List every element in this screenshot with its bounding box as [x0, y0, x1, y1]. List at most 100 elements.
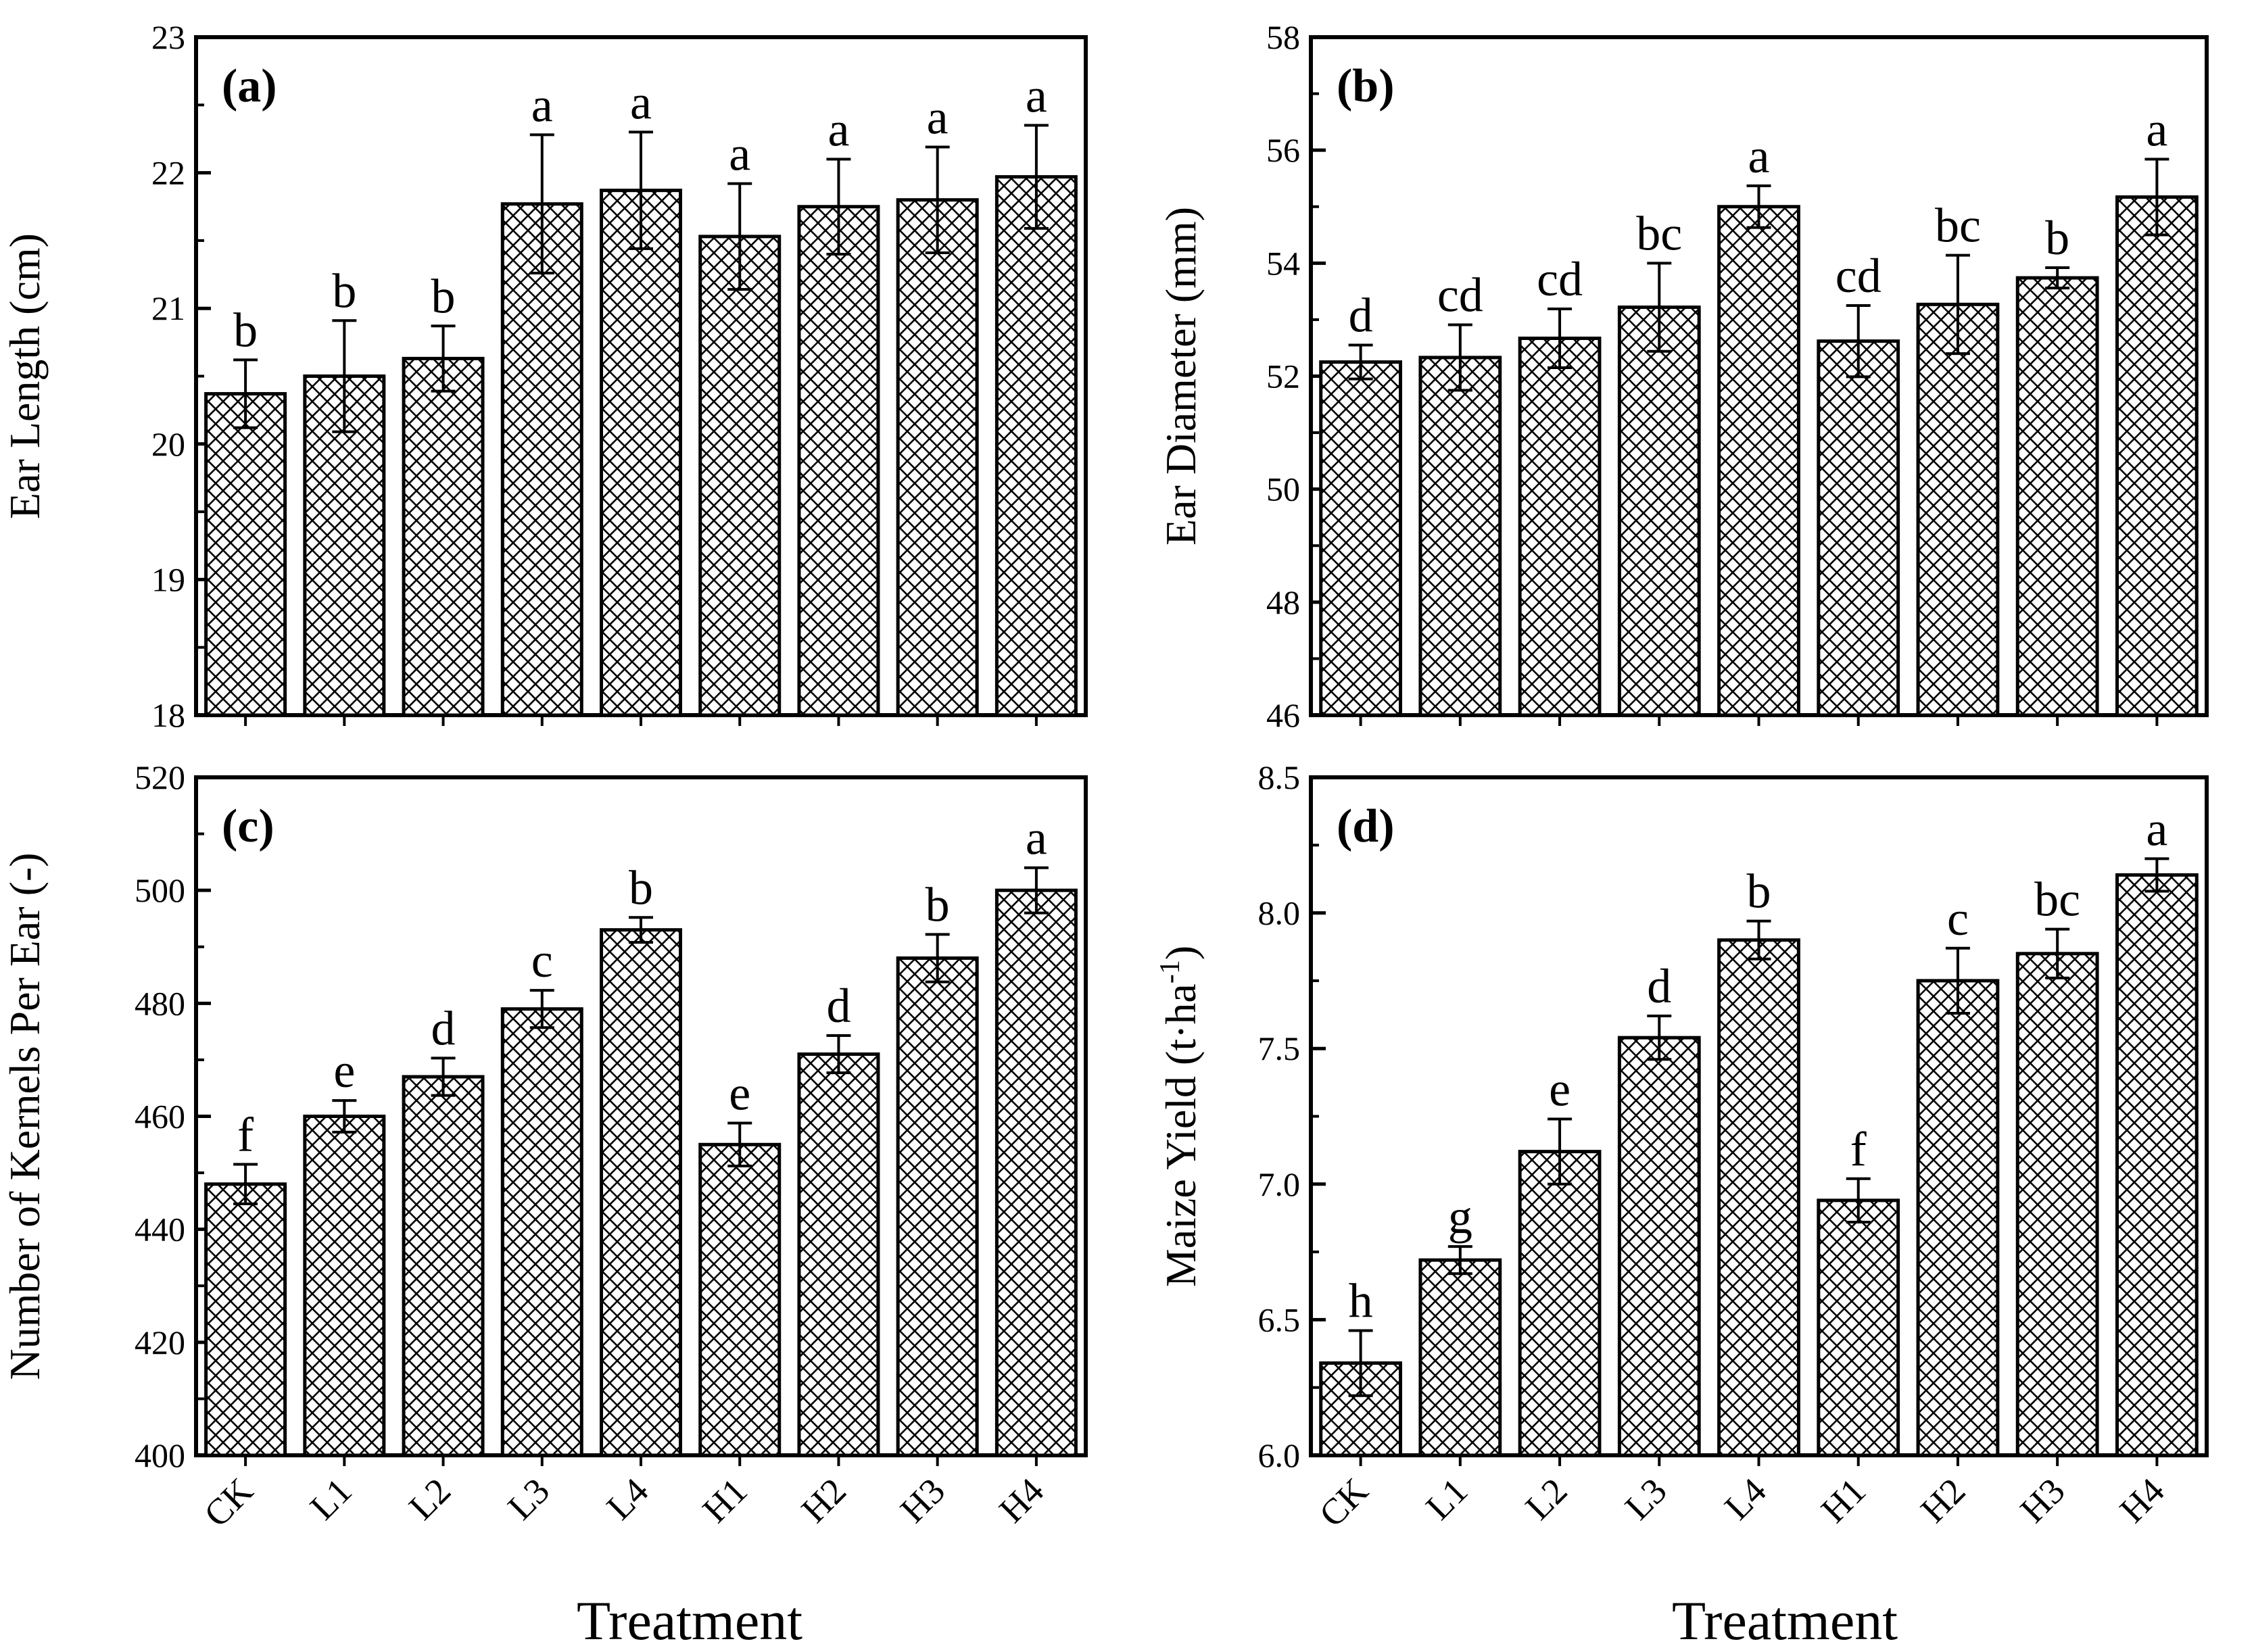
bar: [1617, 306, 1701, 717]
significance-letter: bc: [1935, 199, 1981, 253]
bar: [994, 175, 1078, 717]
x-category-label: CK: [1312, 1470, 1376, 1534]
x-category-label: L4: [1717, 1470, 1774, 1528]
bar: [402, 356, 485, 717]
significance-letter: b: [926, 877, 950, 931]
significance-letter: a: [1026, 68, 1047, 122]
y-tick-label: 21: [151, 289, 185, 327]
y-tick-label: 48: [1266, 583, 1300, 621]
significance-letter: d: [431, 1001, 456, 1055]
significance-letter: b: [1747, 865, 1771, 919]
panel-c-kernels-per-ear: 400 420 440 460 480 500 520 Number of Kernels P…: [1, 758, 1088, 1535]
significance-letter: b: [629, 860, 653, 915]
x-category-label: CK: [196, 1470, 260, 1534]
significance-letter: b: [2045, 211, 2069, 265]
bar: [1518, 1150, 1602, 1457]
x-category-label: L2: [401, 1470, 458, 1528]
significance-letter: e: [1549, 1063, 1570, 1117]
x-axis-title-left: Treatment: [577, 1590, 802, 1651]
significance-letter: e: [333, 1044, 355, 1098]
y-tick-label: 46: [1266, 696, 1300, 734]
bar: [1418, 356, 1502, 717]
bar: [797, 1052, 880, 1457]
bar: [1817, 1198, 1900, 1457]
y-tick-label: 18: [151, 696, 185, 734]
significance-letter: a: [729, 127, 750, 181]
bar: [1916, 302, 2000, 717]
y-tick-label: 8.0: [1258, 894, 1301, 932]
bar: [402, 1075, 485, 1457]
x-category-label: H4: [2112, 1470, 2172, 1530]
x-category-label: L1: [1418, 1470, 1475, 1528]
y-axis-title: Ear Diameter (mm): [1157, 207, 1205, 545]
bar: [1916, 979, 2000, 1457]
significance-letter: cd: [1836, 249, 1881, 303]
significance-letter: d: [1647, 959, 1671, 1013]
y-tick-label: 520: [135, 758, 185, 796]
significance-letter: a: [1748, 129, 1770, 183]
significance-letter: a: [1026, 811, 1047, 865]
y-tick-label: 50: [1266, 470, 1300, 508]
bar: [994, 888, 1078, 1457]
x-category-label: L2: [1518, 1470, 1575, 1528]
y-tick-label: 400: [135, 1436, 185, 1474]
y-tick-label: 56: [1266, 131, 1300, 169]
panel-a-ear-length: 18 19 20 21 22 23 Ear Length (cm) (a) b b b a a a a a a: [1, 18, 1088, 734]
y-tick-label: 8.5: [1258, 758, 1301, 796]
significance-letter: h: [1349, 1273, 1373, 1328]
x-category-label: L4: [599, 1470, 656, 1528]
y-tick-label: 500: [135, 871, 185, 909]
y-tick-label: 23: [151, 18, 185, 56]
significance-letter: e: [729, 1067, 750, 1121]
bar: [600, 928, 682, 1457]
significance-letter: a: [531, 78, 553, 132]
significance-letter: a: [828, 103, 849, 157]
significance-letter: d: [1349, 289, 1373, 343]
x-category-label: L3: [1617, 1470, 1675, 1528]
significance-letter: b: [233, 303, 258, 357]
bar: [1817, 339, 1900, 717]
y-tick-label: 20: [151, 425, 185, 463]
significance-letter: a: [2146, 103, 2167, 157]
bar: [303, 1115, 386, 1457]
bar: [2015, 276, 2099, 717]
y-tick-label: 22: [151, 154, 185, 192]
bar: [2115, 195, 2199, 717]
y-tick-label: 6.0: [1258, 1436, 1301, 1474]
x-category-label: H2: [1913, 1470, 1973, 1530]
y-tick-label: 58: [1266, 18, 1300, 56]
bar: [204, 392, 287, 717]
x-category-label: L3: [500, 1470, 557, 1528]
y-tick-label: 52: [1266, 358, 1300, 395]
x-category-label: H1: [1813, 1470, 1873, 1530]
bar: [698, 235, 782, 717]
bar: [1418, 1258, 1502, 1457]
bar: [1717, 938, 1800, 1457]
significance-letter: bc: [1636, 206, 1682, 260]
y-axis-title-superscript: -1: [1155, 960, 1186, 983]
significance-letter: cd: [1437, 268, 1483, 322]
x-category-label: L1: [302, 1470, 360, 1528]
bar: [698, 1142, 782, 1457]
significance-letter: f: [237, 1108, 254, 1162]
y-tick-label: 480: [135, 984, 185, 1022]
y-tick-label: 460: [135, 1098, 185, 1136]
x-category-label: H1: [695, 1470, 755, 1530]
significance-letter: c: [531, 933, 553, 988]
significance-letter: d: [826, 979, 850, 1033]
significance-letter: g: [1448, 1190, 1472, 1244]
x-category-label: H4: [991, 1470, 1051, 1530]
significance-letter: c: [1947, 892, 1969, 946]
y-tick-label: 7.0: [1258, 1165, 1301, 1203]
y-axis-title-close: ): [1157, 946, 1205, 960]
x-category-label: H3: [892, 1470, 953, 1530]
bar: [2015, 952, 2099, 1457]
significance-letter: a: [927, 90, 949, 144]
significance-letter: bc: [2034, 873, 2080, 927]
bar: [1319, 360, 1402, 717]
panel-d-maize-yield: 6.0 6.5 7.0 7.5 8.0 8.5 Maize Yield (t·ha-1) (d…: [1155, 758, 2209, 1535]
panel-label: (a): [222, 60, 277, 112]
x-axis-title-right: Treatment: [1672, 1590, 1898, 1651]
